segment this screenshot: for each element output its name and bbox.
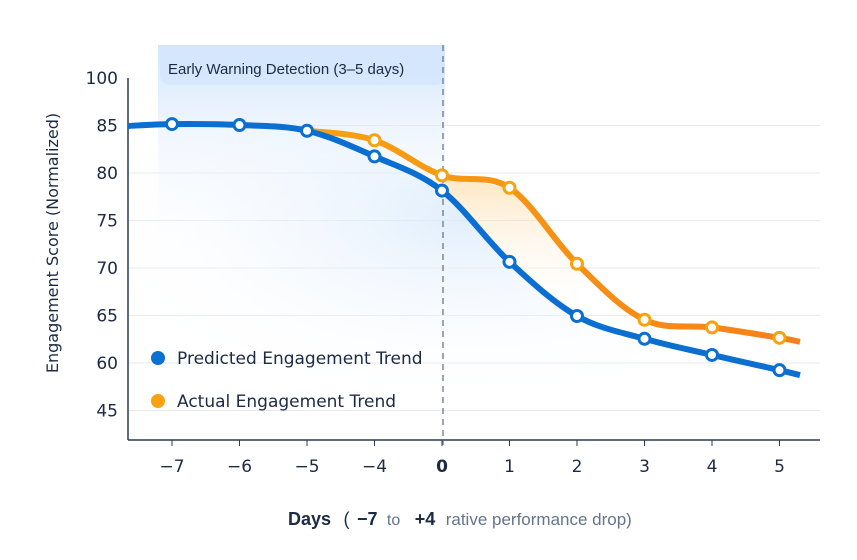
predicted-point [232,118,247,133]
y-tick-label: 80 [96,164,118,184]
x-tick-label: 1 [504,457,515,477]
legend-label: Actual Engagement Trend [177,392,396,412]
y-tick-label: 65 [96,307,118,327]
predicted-point [435,183,449,198]
y-tick-label: 60 [96,354,118,374]
x-tick-label: 5 [774,457,785,477]
y-tick-label: 45 [96,402,118,422]
y-tick-label: 75 [96,212,118,232]
actual-point [435,168,449,183]
legend-marker [151,394,165,408]
legend-label: Predicted Engagement Trend [177,349,423,369]
x-tick-label: 4 [707,457,718,477]
actual-point [367,133,382,148]
annotation-box [160,47,445,85]
x-label-bold: Days [288,509,331,529]
y-axis-label: Engagement Score (Normalized) [43,113,62,373]
y-tick-label: 70 [96,259,118,279]
x-axis-label: Days ( −7 to +4 rative performance drop) [288,509,632,529]
predicted-point [367,149,382,164]
actual-point [705,320,719,335]
x-tick-label: −7 [159,457,184,477]
x-tick-label: 0 [436,457,448,477]
predicted-point [637,331,652,346]
x-tick-label: −5 [294,457,319,477]
annotation-label: Early Warning Detection (3–5 days) [168,61,404,78]
actual-point [637,312,652,327]
y-tick-label: 100 [86,69,118,89]
y-tick-label: 85 [96,117,118,137]
actual-point [570,256,584,271]
predicted-point [772,363,787,378]
actual-point [772,330,787,345]
x-tick-label: −6 [227,457,252,477]
x-tick-label: −4 [362,457,387,477]
legend-marker [151,351,165,365]
predicted-point [300,123,314,138]
predicted-point [705,347,719,362]
x-tick-label: 2 [572,457,583,477]
predicted-area [128,124,800,440]
actual-point [502,180,517,195]
predicted-point [502,254,517,269]
predicted-point [570,309,584,323]
gap-area [442,175,577,316]
predicted-point [165,117,179,132]
x-tick-label: 3 [639,457,650,477]
